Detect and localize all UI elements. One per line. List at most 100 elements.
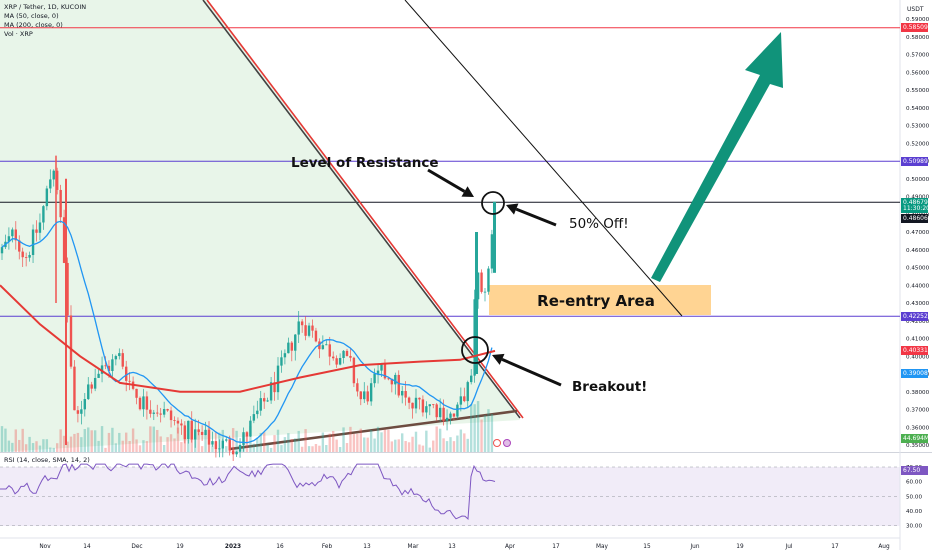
- arrow-50-off-shaft: [515, 207, 557, 227]
- volume-bar: [45, 439, 49, 452]
- candle-body: [325, 344, 328, 346]
- volume-bar: [4, 428, 7, 452]
- volume-bar: [197, 430, 200, 452]
- volume-bar: [356, 433, 359, 452]
- candle-body: [180, 423, 183, 426]
- volume-bar: [490, 413, 494, 452]
- volume-bar: [487, 409, 490, 452]
- candle-body: [121, 353, 124, 367]
- price-label: 44.694M: [901, 434, 930, 444]
- y-tick-label: 0.44000: [906, 283, 930, 289]
- candle-body: [245, 432, 249, 437]
- volume-bar: [28, 436, 31, 452]
- candle-body: [169, 410, 173, 421]
- candle-body: [380, 364, 383, 371]
- candle-body: [363, 391, 366, 400]
- volume-bar: [156, 429, 159, 452]
- y-tick-label: 0.52000: [906, 141, 930, 147]
- volume-bar: [414, 431, 418, 452]
- rsi-tick-label: 60.00: [906, 480, 922, 486]
- volume-bar: [121, 440, 124, 452]
- volume-bar: [249, 426, 252, 452]
- x-tick-label: May: [596, 544, 609, 550]
- volume-bar: [18, 439, 21, 452]
- candle-body: [159, 413, 162, 415]
- volume-bar: [125, 432, 128, 452]
- volume-bar: [373, 438, 376, 452]
- volume-bar: [49, 447, 52, 452]
- y-tick-label: 0.40000: [906, 354, 930, 360]
- candle-body: [21, 251, 24, 258]
- x-tick-label: Mar: [408, 544, 420, 550]
- candle-body: [62, 217, 66, 263]
- volume-bar: [97, 440, 100, 452]
- volume-bar: [280, 445, 283, 452]
- arrow-resistance-shaft: [427, 168, 466, 193]
- candle-body: [449, 413, 452, 418]
- x-tick-label: Aug: [878, 544, 890, 550]
- candle-body: [266, 400, 269, 402]
- volume-bar: [90, 430, 93, 452]
- y-tick-label: 0.54000: [906, 106, 930, 112]
- volume-bar: [245, 435, 249, 452]
- volume-bar: [342, 427, 345, 452]
- volume-bar: [325, 445, 328, 452]
- target-circle: [481, 191, 505, 215]
- y-tick-label: 0.58000: [906, 35, 930, 41]
- volume-bar: [390, 441, 394, 452]
- volume-bar: [138, 445, 142, 452]
- y-tick-label: 0.37000: [906, 408, 930, 414]
- candle-body: [490, 234, 494, 269]
- volume-bar: [404, 441, 407, 452]
- candle-body: [7, 236, 11, 242]
- candle-body: [138, 397, 142, 410]
- candle-body: [228, 439, 231, 451]
- volume-bar: [449, 437, 452, 452]
- volume-bar: [294, 438, 297, 452]
- candle-body: [287, 342, 290, 354]
- y-tick-label: 0.50000: [906, 177, 930, 183]
- candle-body: [394, 374, 397, 385]
- price-label: 0.39008: [901, 369, 928, 379]
- candle-body: [31, 229, 35, 256]
- candle-body: [194, 429, 197, 440]
- volume-bar: [166, 437, 169, 452]
- volume-bar: [376, 426, 380, 452]
- volume-bar: [62, 435, 66, 452]
- volume-bar: [228, 437, 231, 452]
- candle-body: [401, 391, 404, 396]
- target-arrow: [651, 32, 783, 282]
- candle-body: [49, 179, 52, 189]
- x-tick-label: 16: [276, 544, 284, 550]
- candle-body: [249, 420, 252, 437]
- volume-bar: [349, 426, 352, 452]
- candle-body: [459, 396, 463, 405]
- volume-bar: [128, 440, 131, 452]
- volume-bar: [225, 446, 228, 452]
- volume-bar: [100, 426, 104, 452]
- candle-body: [38, 222, 42, 233]
- candle-body: [456, 404, 459, 417]
- candle-body: [173, 420, 176, 421]
- volume-bar: [69, 436, 73, 452]
- x-tick-label: 13: [363, 544, 371, 550]
- x-tick-label: Dec: [131, 544, 142, 550]
- volume-bar: [145, 441, 149, 452]
- x-tick-label: 19: [176, 544, 184, 550]
- volume-bar: [438, 428, 442, 452]
- volume-bar: [59, 429, 62, 452]
- candle-body: [425, 406, 428, 413]
- volume-bar: [273, 435, 276, 452]
- rsi-tick-label: 30.00: [906, 524, 922, 530]
- volume-bar: [0, 426, 4, 452]
- triangle-fill: [0, 0, 520, 452]
- candle-body: [111, 359, 114, 371]
- volume-bar: [369, 429, 373, 452]
- volume-bar: [428, 447, 431, 452]
- candle-body: [28, 255, 31, 258]
- axis-unit: USDT: [907, 6, 924, 13]
- volume-bar: [83, 429, 86, 452]
- candle-body: [104, 365, 107, 367]
- candle-body: [107, 365, 111, 371]
